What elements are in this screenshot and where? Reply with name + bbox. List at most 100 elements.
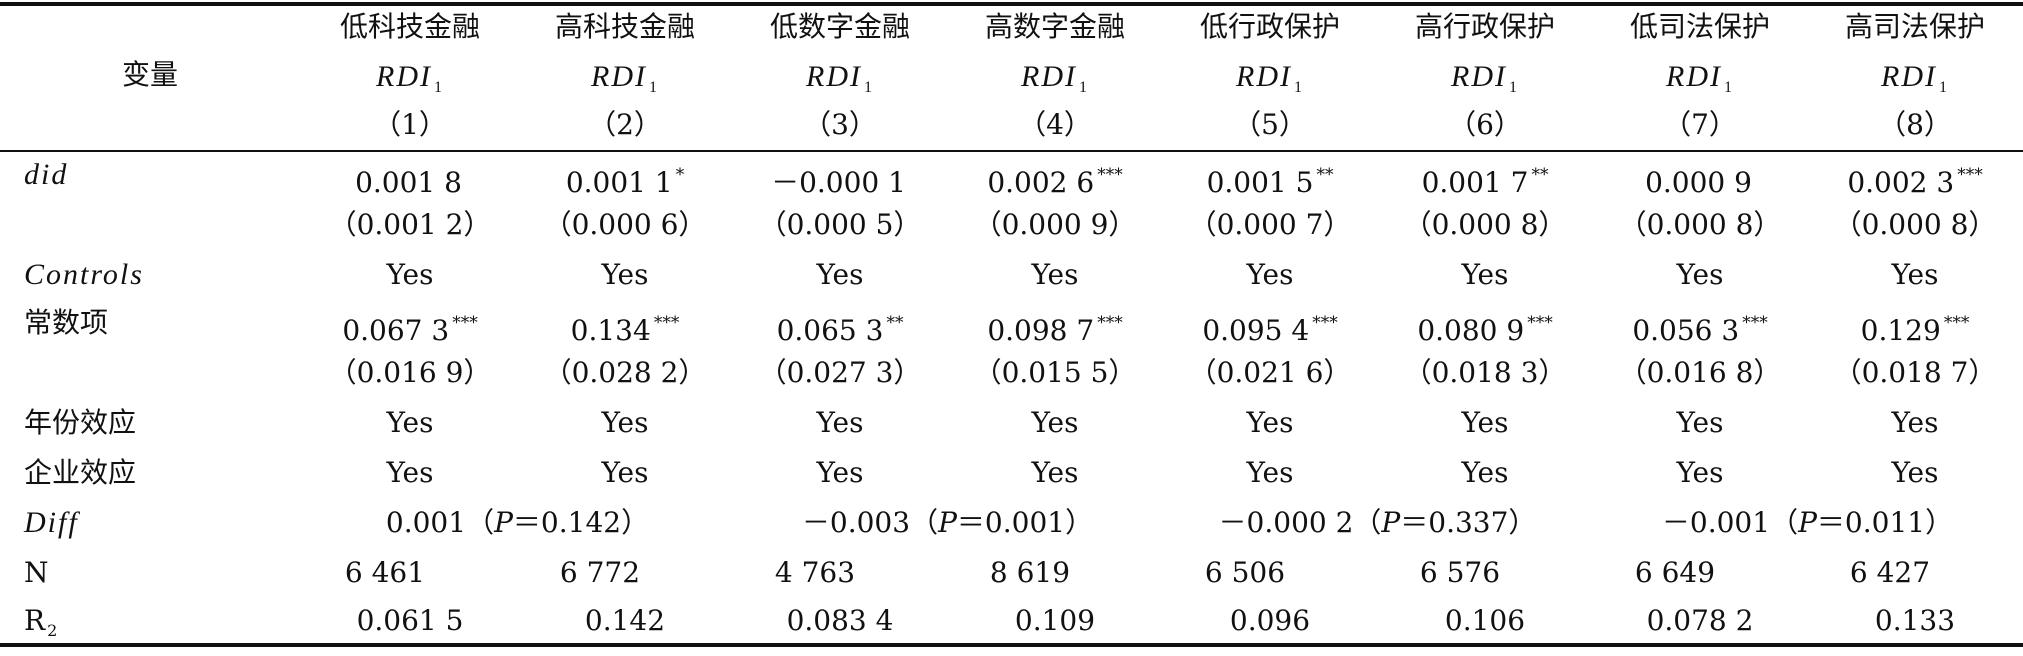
yes-cell: Yes (816, 456, 864, 489)
yes-cell: Yes (601, 456, 649, 489)
n-cell: 6 649 (1634, 556, 1716, 589)
col-header-depvar: RDI 1 (591, 60, 659, 96)
se-cell: （0.000 8） (1618, 208, 1782, 241)
se-cell: （0.001 2） (328, 208, 492, 241)
row-label-n: N (24, 556, 49, 589)
se-cell: （0.016 9） (328, 356, 492, 389)
coef-cell: 0.095 4 *** (1202, 313, 1338, 347)
col-number: （7） (1663, 108, 1737, 141)
r2-cell: 0.133 (1874, 604, 1956, 637)
col-header-depvar: RDI 1 (1021, 60, 1089, 96)
col-number: （3） (803, 108, 877, 141)
yes-cell: Yes (1031, 258, 1079, 291)
col-number: （5） (1233, 108, 1307, 141)
col-header-depvar: RDI 1 (806, 60, 874, 96)
yes-cell: Yes (1461, 406, 1509, 439)
col-number: （2） (588, 108, 662, 141)
coef-cell: 0.000 9 (1645, 166, 1752, 199)
yes-cell: Yes (1246, 258, 1294, 291)
coef-cell: 0.002 6 *** (987, 165, 1123, 199)
yes-cell: Yes (1891, 406, 1939, 439)
year-effect-row: 年份效应 Yes Yes Yes Yes Yes Yes Yes Yes (0, 398, 2023, 448)
col-header-group: 低司法保护 (1629, 10, 1770, 43)
r2-cell: 0.078 2 (1646, 604, 1754, 637)
se-cell: （0.018 7） (1833, 356, 1997, 389)
coef-cell: 0.080 9 *** (1417, 313, 1553, 347)
yes-cell: Yes (1891, 456, 1939, 489)
yes-cell: Yes (386, 258, 434, 291)
coef-cell: 0.001 8 (355, 166, 462, 199)
r2-cell: 0.061 5 (356, 604, 464, 637)
constant-coef-row: 常数项 0.067 3 *** 0.134 *** 0.065 3 ** 0.098 … (0, 298, 2023, 348)
r2-cell: 0.142 (584, 604, 666, 637)
r2-cell: 0.106 (1444, 604, 1526, 637)
yes-cell: Yes (601, 406, 649, 439)
diff-cell: －0.001（P＝0.011） (1661, 506, 1954, 539)
coef-cell: 0.065 3 ** (776, 313, 904, 347)
yes-cell: Yes (601, 258, 649, 291)
n-cell: 6 461 (344, 556, 426, 589)
n-cell: 6 506 (1204, 556, 1286, 589)
row-label-diff: Diff (24, 506, 79, 539)
col-header-depvar: RDI 1 (376, 60, 444, 96)
col-header-group: 高行政保护 (1414, 10, 1555, 43)
col-header-depvar: RDI 1 (1236, 60, 1304, 96)
row-label-controls: Controls (24, 258, 144, 291)
se-cell: （0.027 3） (758, 356, 922, 389)
yes-cell: Yes (1676, 456, 1724, 489)
coef-cell: －0.000 1 (771, 166, 906, 199)
col-header-group: 高数字金融 (984, 10, 1125, 43)
coef-cell: 0.056 3 *** (1632, 313, 1768, 347)
col-header-group: 低行政保护 (1199, 10, 1340, 43)
coef-cell: 0.001 7 ** (1421, 165, 1549, 199)
row-label-did: did (24, 158, 69, 191)
se-cell: （0.028 2） (543, 356, 707, 389)
col-header-depvar: RDI 1 (1666, 60, 1734, 96)
top-rule (0, 2, 2023, 6)
r2-cell: 0.109 (1014, 604, 1096, 637)
se-cell: （0.000 9） (973, 208, 1137, 241)
col-header-group: 低数字金融 (769, 10, 910, 43)
yes-cell: Yes (1246, 456, 1294, 489)
header-group-row: 低科技金融 高科技金融 低数字金融 高数字金融 低行政保护 高行政保护 低司法保… (0, 2, 2023, 52)
diff-cell: 0.001（P＝0.142） (385, 506, 650, 539)
yes-cell: Yes (816, 406, 864, 439)
yes-cell: Yes (386, 456, 434, 489)
yes-cell: Yes (1676, 258, 1724, 291)
col-header-group: 低科技金融 (339, 10, 480, 43)
yes-cell: Yes (1461, 456, 1509, 489)
yes-cell: Yes (1031, 456, 1079, 489)
n-cell: 8 619 (989, 556, 1071, 589)
diff-cell: －0.000 2（P＝0.337） (1218, 506, 1537, 539)
row-label-firm-effect: 企业效应 (24, 456, 137, 489)
col-number: （8） (1878, 108, 1952, 141)
yes-cell: Yes (1461, 258, 1509, 291)
col-header-depvar: RDI 1 (1451, 60, 1519, 96)
n-cell: 4 763 (774, 556, 856, 589)
variable-header: 变量 (121, 58, 178, 91)
col-number: （1） (373, 108, 447, 141)
n-cell: 6 772 (559, 556, 641, 589)
se-cell: （0.015 5） (973, 356, 1137, 389)
bottom-rule (0, 643, 2023, 647)
col-number: （6） (1448, 108, 1522, 141)
r2-cell: 0.096 (1229, 604, 1311, 637)
constant-se-row: （0.016 9） （0.028 2） （0.027 3） （0.015 5） … (0, 348, 2023, 398)
row-label-constant: 常数项 (24, 306, 109, 339)
did-se-row: （0.001 2） （0.000 6） （0.000 5） （0.000 9） … (0, 200, 2023, 250)
se-cell: （0.000 7） (1188, 208, 1352, 241)
se-cell: （0.000 5） (758, 208, 922, 241)
coef-cell: 0.002 3 *** (1847, 165, 1983, 199)
yes-cell: Yes (1246, 406, 1294, 439)
n-row: N 6 461 6 772 4 763 8 619 6 506 6 576 6 … (0, 548, 2023, 598)
coef-cell: 0.129 *** (1860, 313, 1970, 347)
se-cell: （0.018 3） (1403, 356, 1567, 389)
diff-cell: －0.003（P＝0.001） (801, 506, 1094, 539)
yes-cell: Yes (1031, 406, 1079, 439)
col-number: （4） (1018, 108, 1092, 141)
n-cell: 6 576 (1419, 556, 1501, 589)
yes-cell: Yes (386, 406, 434, 439)
